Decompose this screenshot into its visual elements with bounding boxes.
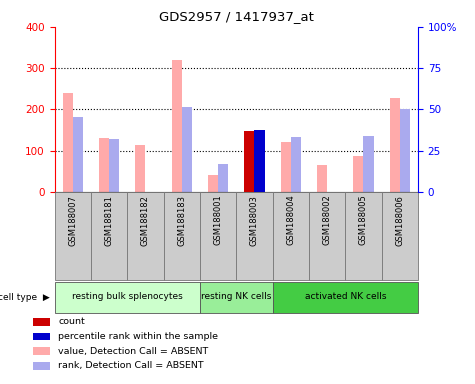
Text: cell type  ▶: cell type ▶ [0,293,50,302]
FancyBboxPatch shape [381,192,418,280]
Text: GSM188006: GSM188006 [395,195,404,245]
Bar [317,165,327,192]
Bar [363,136,374,192]
Bar [400,109,410,192]
Bar [171,60,182,192]
FancyBboxPatch shape [273,282,418,313]
Bar [390,98,400,192]
Text: GSM188002: GSM188002 [323,195,332,245]
Bar [281,142,291,192]
FancyBboxPatch shape [127,192,163,280]
Bar [135,146,145,192]
FancyBboxPatch shape [237,192,273,280]
Text: rank, Detection Call = ABSENT: rank, Detection Call = ABSENT [58,361,204,370]
Text: GSM188004: GSM188004 [286,195,295,245]
Bar [73,117,83,192]
Text: count: count [58,317,85,326]
Bar [33,318,50,326]
Text: percentile rank within the sample: percentile rank within the sample [58,332,218,341]
Text: resting NK cells: resting NK cells [201,292,272,301]
Bar [218,164,228,192]
Text: GSM188005: GSM188005 [359,195,368,245]
Bar [291,137,301,192]
FancyBboxPatch shape [200,192,237,280]
Bar [182,106,192,192]
Bar [63,93,73,192]
FancyBboxPatch shape [163,192,200,280]
Text: GSM188003: GSM188003 [250,195,259,245]
Bar [109,139,119,192]
Bar [353,156,363,192]
Bar [33,362,50,370]
Text: GSM188183: GSM188183 [177,195,186,246]
Text: GSM188182: GSM188182 [141,195,150,245]
Bar [208,175,218,192]
FancyBboxPatch shape [345,192,381,280]
Bar [99,138,109,192]
FancyBboxPatch shape [55,282,200,313]
Text: value, Detection Call = ABSENT: value, Detection Call = ABSENT [58,347,209,356]
FancyBboxPatch shape [273,192,309,280]
Text: resting bulk splenocytes: resting bulk splenocytes [72,292,183,301]
FancyBboxPatch shape [200,282,273,313]
Text: activated NK cells: activated NK cells [304,292,386,301]
Text: GSM188007: GSM188007 [68,195,77,245]
Bar [255,130,265,192]
Text: GSM188001: GSM188001 [214,195,223,245]
FancyBboxPatch shape [91,192,127,280]
Text: GSM188181: GSM188181 [104,195,114,245]
FancyBboxPatch shape [55,192,91,280]
Bar [244,131,255,192]
Bar [33,348,50,355]
Title: GDS2957 / 1417937_at: GDS2957 / 1417937_at [159,10,314,23]
Bar [33,333,50,340]
FancyBboxPatch shape [309,192,345,280]
